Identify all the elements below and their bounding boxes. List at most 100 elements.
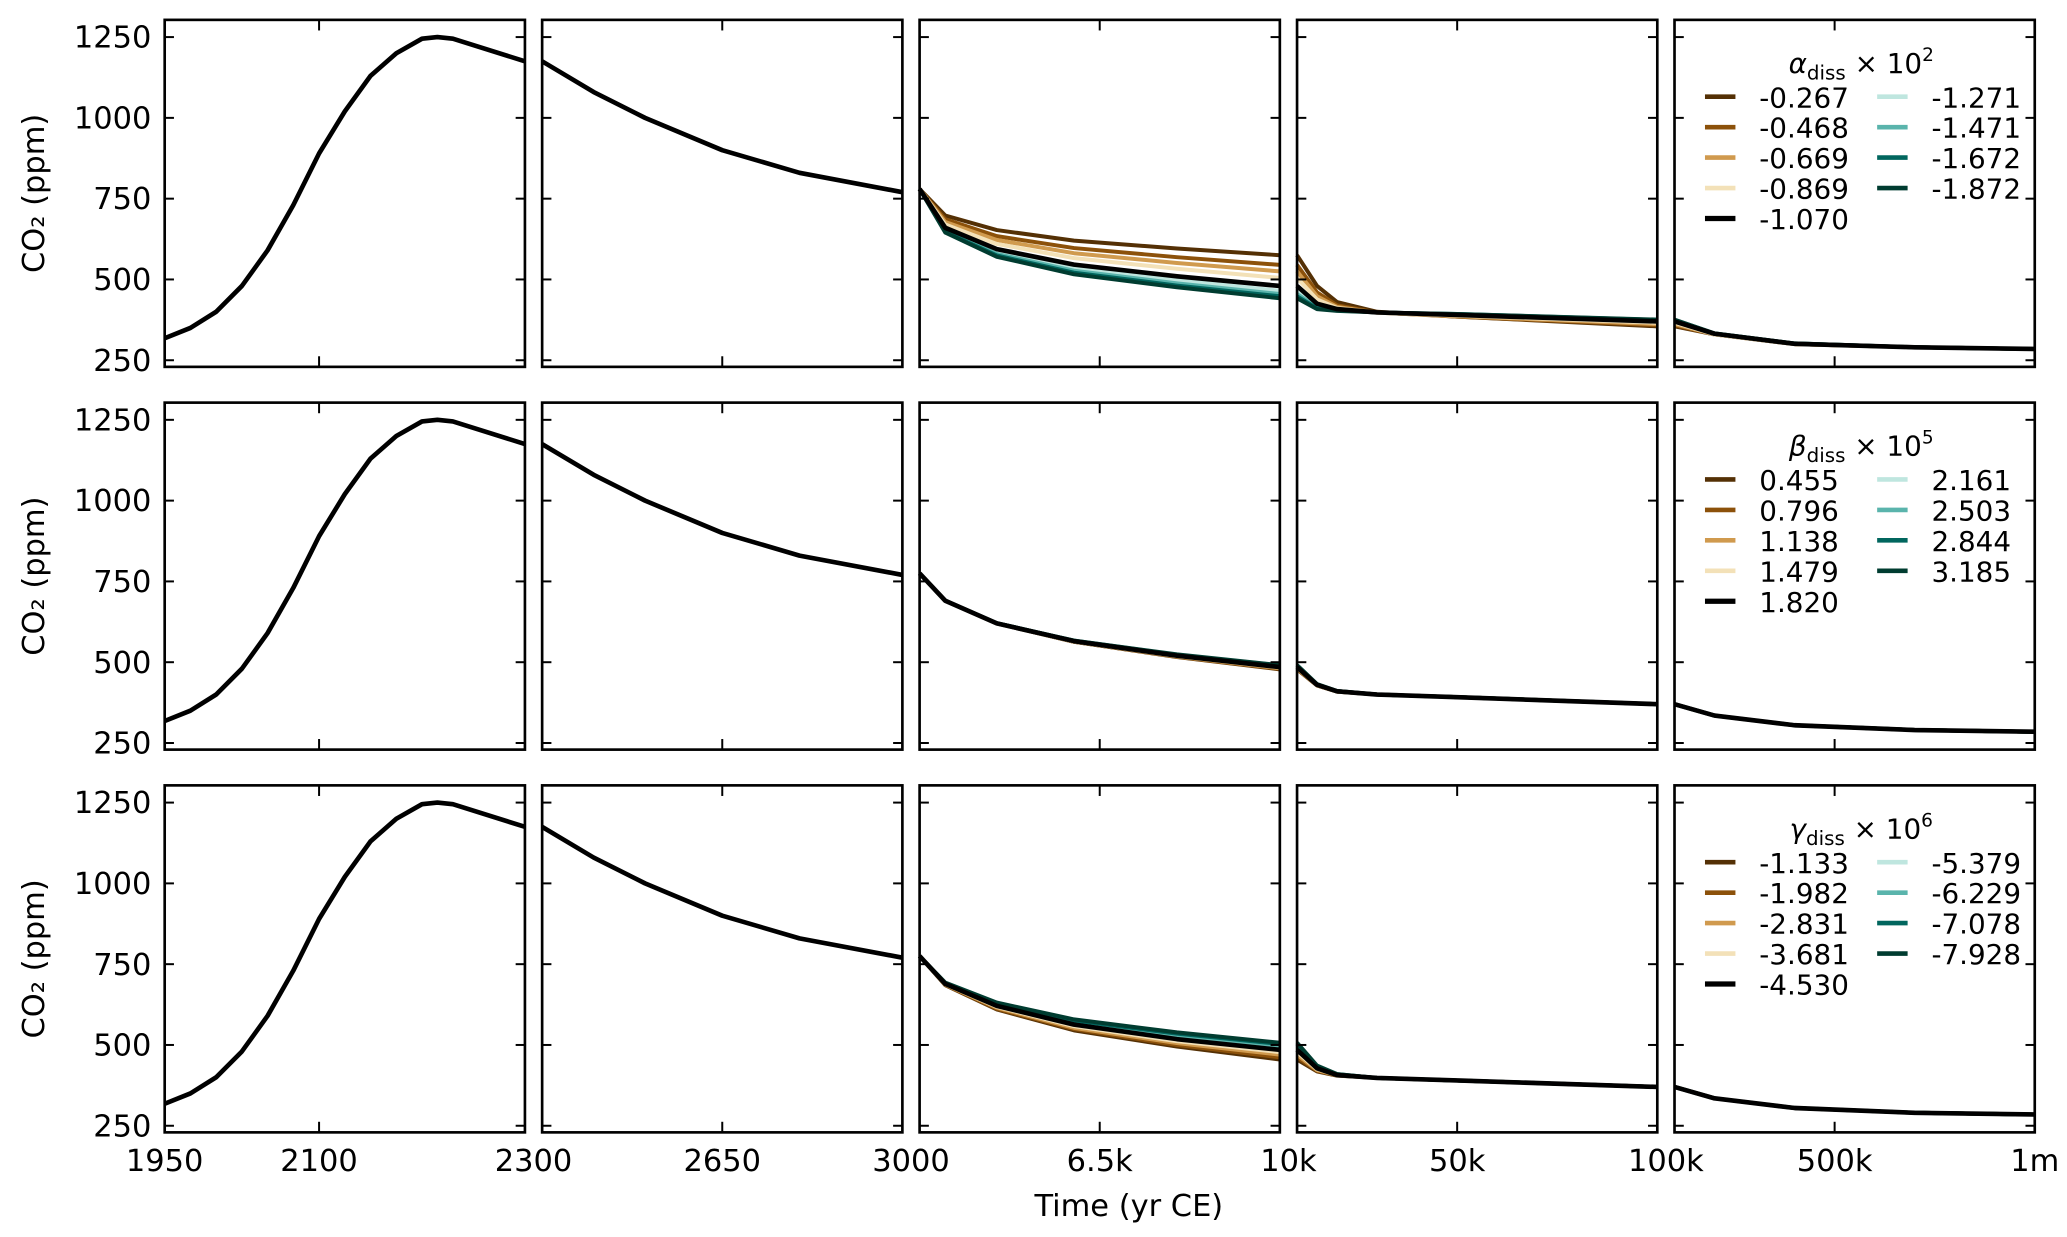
legend-label: 0.796 <box>1759 494 1839 527</box>
legend-title-part: × 10 <box>1845 430 1921 463</box>
baseline-curve <box>540 59 903 195</box>
series-curve <box>918 571 1281 669</box>
y-tick-label: 500 <box>93 1029 151 1064</box>
panel-frame <box>918 18 1282 369</box>
legend-title-part: diss <box>1807 61 1846 84</box>
x-tick-label: 3000 <box>872 1144 950 1179</box>
y-axis-label: CO₂ (ppm) <box>17 497 52 656</box>
series-curve <box>918 571 1281 668</box>
legend-label: -1.271 <box>1931 81 2021 114</box>
series-curve <box>917 571 1281 670</box>
legend-title-part: 2 <box>1922 45 1934 66</box>
panel-frame <box>1295 18 1659 369</box>
y-tick-label: 500 <box>93 646 151 681</box>
series-curve <box>918 571 1281 669</box>
y-tick-label: 250 <box>93 727 151 762</box>
y-tick-label: 1250 <box>74 21 152 56</box>
legend-label: 2.503 <box>1931 494 2011 527</box>
y-tick-label: 1250 <box>74 403 152 438</box>
legend-label: -1.672 <box>1931 142 2021 175</box>
legend-label: -1.982 <box>1759 877 1849 910</box>
panel-frame <box>163 784 527 1134</box>
series-curve <box>1673 701 2035 735</box>
legend-label: 1.479 <box>1759 555 1839 588</box>
legend-title-part: diss <box>1807 444 1846 467</box>
x-tick-label: 2300 <box>495 1144 573 1179</box>
x-tick-label: 500k <box>1797 1144 1873 1179</box>
legend-title: βdiss × 105 <box>1788 428 1934 468</box>
series-curve <box>917 954 1281 1053</box>
legend-label: 2.844 <box>1931 525 2011 558</box>
panel-frame <box>540 784 904 1134</box>
y-axis-label: CO₂ (ppm) <box>17 114 52 273</box>
series-curve <box>918 571 1281 670</box>
legend-label: 2.161 <box>1931 464 2011 497</box>
legend-label: -0.468 <box>1759 112 1849 145</box>
legend-label: -7.928 <box>1931 938 2021 971</box>
legend-label: -1.133 <box>1759 847 1849 880</box>
series-curve <box>1295 284 1658 324</box>
panel-frame <box>1295 784 1659 1134</box>
legend-title: αdiss × 102 <box>1789 45 1934 85</box>
legend-label: -7.078 <box>1931 908 2021 941</box>
panel-frame <box>1295 401 1659 751</box>
panel-frame <box>163 18 527 369</box>
legend-title-part: × 10 <box>1845 812 1921 845</box>
series-curve <box>1673 319 2035 352</box>
panel-frame <box>163 401 527 751</box>
series-curve <box>1295 1048 1658 1090</box>
legend-label: -1.070 <box>1759 203 1849 236</box>
series-curve <box>918 571 1281 671</box>
legend-label: 3.185 <box>1931 555 2011 588</box>
legend-label: -4.530 <box>1759 969 1849 1002</box>
legend-label: -6.229 <box>1931 877 2021 910</box>
panel-frame <box>918 784 1282 1134</box>
x-tick-label: 10k <box>1260 1144 1317 1179</box>
y-tick-label: 1000 <box>74 484 152 519</box>
y-tick-label: 1000 <box>74 101 152 136</box>
baseline-curve <box>163 417 526 724</box>
legend-title-part: γ <box>1790 812 1808 845</box>
legend-title-part: α <box>1789 47 1807 80</box>
baseline-curve <box>163 800 526 1106</box>
baseline-curve <box>540 442 903 578</box>
legend-title-part: 6 <box>1921 810 1933 831</box>
y-tick-label: 1000 <box>74 867 152 902</box>
y-tick-label: 750 <box>93 565 151 600</box>
series-curve <box>918 187 1280 258</box>
x-axis-label: Time (yr CE) <box>1034 1189 1224 1224</box>
y-tick-label: 1250 <box>74 786 152 821</box>
x-tick-label: 1950 <box>126 1144 204 1179</box>
series-curve <box>918 571 1281 672</box>
series-curve <box>918 571 1281 671</box>
baseline-curve <box>540 824 903 960</box>
series-curve <box>1295 665 1658 707</box>
y-tick-label: 250 <box>93 344 151 379</box>
x-tick-label: 100k <box>1628 1144 1704 1179</box>
legend-title-part: × 10 <box>1846 47 1922 80</box>
legend-label: 1.820 <box>1759 586 1839 619</box>
series-curve <box>917 187 1281 280</box>
legend-title-part: 5 <box>1922 428 1934 449</box>
legend-label: -2.831 <box>1759 908 1849 941</box>
legend-label: -1.872 <box>1931 173 2021 206</box>
x-tick-label: 6.5k <box>1067 1144 1133 1179</box>
y-axis-label: CO₂ (ppm) <box>17 879 52 1038</box>
panel-frame <box>1673 401 2037 751</box>
legend-label: -1.471 <box>1931 112 2021 145</box>
panel-frame <box>918 401 1282 751</box>
y-tick-label: 500 <box>93 263 151 298</box>
y-tick-label: 750 <box>93 182 151 217</box>
legend-label: 0.455 <box>1759 464 1839 497</box>
x-tick-label: 2100 <box>280 1144 358 1179</box>
series-curve <box>1673 1084 2035 1117</box>
legend-label: 1.138 <box>1759 525 1839 558</box>
legend-label: -0.267 <box>1759 81 1849 114</box>
legend-label: -0.869 <box>1759 173 1849 206</box>
y-tick-label: 250 <box>93 1109 151 1144</box>
panel-frame <box>540 18 904 369</box>
y-tick-label: 750 <box>93 948 151 983</box>
series-curve <box>918 571 1281 668</box>
